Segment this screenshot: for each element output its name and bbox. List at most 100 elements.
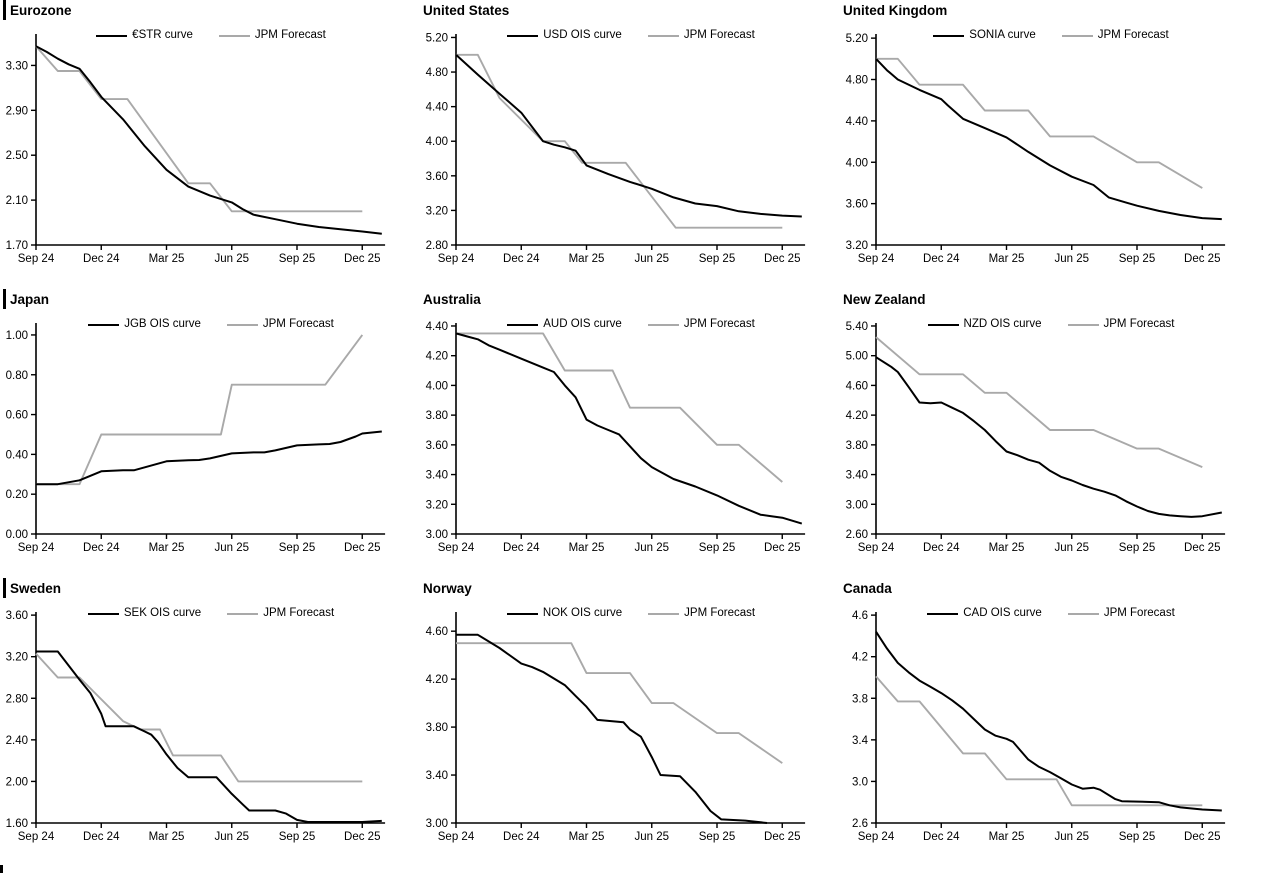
market-curve-line	[35, 45, 382, 235]
forecast-curve-line	[36, 334, 364, 486]
forecast-curve-line	[35, 45, 363, 213]
y-tick-label: 3.0	[852, 776, 868, 788]
x-tick-label: Sep 24	[18, 831, 55, 843]
chart-title-row: United Kingdom	[840, 0, 1264, 20]
x-tick-label: Jun 25	[634, 542, 669, 554]
x-tick-label: Jun 25	[214, 542, 249, 554]
x-tick-label: Jun 25	[1054, 253, 1089, 265]
x-tick-label: Dec 25	[764, 831, 800, 843]
x-tick-label: Dec 24	[503, 542, 540, 554]
y-tick-label: 5.00	[846, 351, 868, 363]
y-tick-label: 4.2	[852, 652, 868, 664]
chart-title-row: Eurozone	[0, 0, 420, 20]
y-tick-label: 2.50	[6, 150, 28, 162]
y-tick-label: 5.20	[426, 32, 448, 44]
y-tick-label: 4.40	[426, 102, 448, 114]
y-tick-label: 3.60	[426, 440, 448, 452]
y-tick-label: 4.00	[426, 380, 448, 392]
x-tick-label: Dec 25	[344, 831, 380, 843]
chart-title-row: Japan	[0, 289, 420, 309]
y-tick-label: 3.80	[426, 410, 448, 422]
y-tick-label: 4.00	[846, 157, 868, 169]
x-tick-label: Sep 24	[438, 831, 475, 843]
y-tick-label: 3.80	[846, 440, 868, 452]
x-tick-label: Mar 25	[569, 831, 605, 843]
x-tick-label: Sep 24	[858, 542, 895, 554]
x-tick-label: Mar 25	[569, 253, 605, 265]
x-tick-label: Dec 24	[83, 542, 120, 554]
chart-canada: Canada 4.6 4.2 3.8 3.4 3.0 2.6 Sep 24 Dec 24 Mar …	[840, 578, 1264, 873]
y-tick-label: 5.40	[846, 321, 868, 333]
chart-title-row: Australia	[420, 289, 840, 309]
forecast-curve-line	[456, 642, 783, 764]
section-marker-bar	[3, 578, 6, 598]
x-tick-label: Sep 25	[699, 831, 735, 843]
forecast-curve-line	[876, 57, 1203, 189]
y-tick-label: 4.20	[846, 410, 868, 422]
x-tick-label: Mar 25	[989, 542, 1025, 554]
market-curve-line	[455, 54, 802, 218]
x-tick-label: Jun 25	[1054, 831, 1089, 843]
chart-title-row: Sweden	[0, 578, 420, 598]
y-tick-label: 4.40	[846, 116, 868, 128]
x-tick-label: Dec 24	[503, 253, 540, 265]
y-tick-label: 3.20	[426, 499, 448, 511]
y-tick-label: 3.00	[426, 529, 448, 541]
x-tick-label: Dec 24	[923, 542, 960, 554]
forecast-curve-line	[35, 652, 363, 783]
y-tick-label: 0.60	[6, 410, 28, 422]
y-tick-label: 4.20	[426, 674, 448, 686]
x-tick-label: Dec 24	[83, 253, 120, 265]
y-tick-label: 3.80	[426, 722, 448, 734]
market-curve-line	[455, 332, 803, 525]
section-marker-bar	[3, 0, 6, 20]
x-tick-label: Sep 24	[858, 253, 895, 265]
x-tick-label: Dec 25	[344, 542, 380, 554]
y-tick-label: 3.60	[6, 610, 28, 622]
chart-title: Japan	[10, 291, 50, 307]
chart-title-row: Canada	[840, 578, 1264, 598]
x-tick-label: Dec 24	[503, 831, 540, 843]
chart-united-kingdom: United Kingdom 5.20 4.80 4.40 4.00 3.60 3.20 Se…	[840, 0, 1264, 289]
forecast-curve-line	[456, 332, 783, 483]
x-tick-label: Dec 25	[1184, 831, 1220, 843]
x-tick-label: Mar 25	[569, 542, 605, 554]
x-tick-label: Sep 24	[858, 831, 895, 843]
market-curve-line	[875, 58, 1222, 221]
chart-norway: Norway 4.60 4.20 3.80 3.40 3.00 Sep 24 Dec 24 Ma…	[420, 578, 840, 873]
chart-new-zealand: New Zealand 5.40 5.00 4.60 4.20 3.80 3.40 3.00 2…	[840, 289, 1264, 578]
y-tick-label: 3.60	[846, 199, 868, 211]
x-tick-label: Mar 25	[989, 831, 1025, 843]
y-tick-label: 4.60	[426, 626, 448, 638]
market-curve-line	[875, 631, 1222, 812]
y-tick-label: 3.20	[6, 652, 28, 664]
x-tick-label: Sep 24	[18, 542, 55, 554]
x-tick-label: Jun 25	[634, 253, 669, 265]
y-tick-label: 2.40	[6, 735, 28, 747]
chart-sweden: Sweden 3.60 3.20 2.80 2.40 2.00 1.60 Sep 24 Dec …	[0, 578, 420, 873]
x-tick-label: Sep 25	[279, 542, 315, 554]
x-tick-label: Sep 24	[438, 253, 475, 265]
section-marker-bar	[3, 289, 6, 309]
x-tick-label: Dec 25	[764, 253, 800, 265]
y-tick-label: 3.40	[426, 470, 448, 482]
y-tick-label: 4.80	[426, 67, 448, 79]
forecast-curve-line	[456, 53, 783, 229]
x-tick-label: Sep 24	[438, 542, 475, 554]
y-tick-label: 2.6	[852, 818, 868, 830]
y-tick-label: 1.00	[6, 330, 28, 342]
y-tick-label: 2.60	[846, 529, 868, 541]
chart-title: New Zealand	[843, 291, 926, 307]
y-tick-label: 3.20	[426, 205, 448, 217]
y-tick-label: 1.70	[6, 240, 28, 252]
y-tick-label: 2.90	[6, 105, 28, 117]
chart-title: Canada	[843, 580, 892, 596]
y-tick-label: 2.00	[6, 776, 28, 788]
